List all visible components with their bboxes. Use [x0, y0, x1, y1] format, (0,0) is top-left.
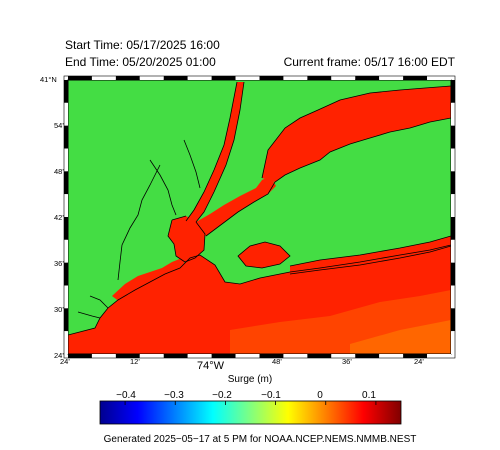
lon-label: 36' — [342, 357, 352, 366]
colorbar-tick-label: −0.1 — [261, 390, 281, 401]
border-segment — [451, 80, 455, 103]
border-segment — [187, 76, 212, 80]
border-segment — [64, 80, 68, 103]
border-segment — [139, 76, 164, 80]
border-segment — [139, 354, 164, 358]
colorbar-title: Surge (m) — [227, 374, 273, 385]
border-segment — [451, 308, 455, 332]
lon-label: 24' — [414, 357, 424, 366]
end-time: End Time: 05/20/2025 01:00 — [65, 55, 216, 69]
border-segment — [68, 76, 92, 80]
upper-bay — [168, 216, 205, 262]
current-frame: Current frame: 05/17 16:00 EDT — [283, 55, 455, 69]
hudson-river — [186, 82, 244, 226]
colorbar-tick-label: −0.4 — [116, 390, 136, 401]
colorbar-tick-label: 0.1 — [362, 390, 376, 401]
jamaica-bay — [238, 242, 290, 268]
border-segment — [211, 76, 236, 80]
border-segment — [235, 76, 260, 80]
border-segment — [427, 76, 451, 80]
border-segment — [64, 217, 68, 240]
lat-label: 30' — [54, 305, 64, 314]
border-segment — [451, 194, 455, 217]
border-segment — [163, 354, 188, 358]
border-segment — [331, 354, 356, 358]
border-segment — [427, 354, 451, 358]
border-segment — [451, 171, 455, 195]
lon-label: 74°W — [197, 360, 225, 372]
border-segment — [68, 354, 92, 358]
border-segment — [307, 76, 332, 80]
border-segment — [283, 354, 308, 358]
border-segment — [211, 354, 236, 358]
map-border-ticks — [63, 75, 456, 359]
outer-frame — [63, 75, 456, 359]
border-segment — [64, 194, 68, 217]
raritan-channel — [112, 258, 186, 302]
border-segment — [64, 308, 68, 332]
border-segment — [451, 125, 455, 149]
border-segment — [403, 76, 428, 80]
border-segment — [64, 102, 68, 126]
colorbar-tick-label: −0.2 — [212, 390, 232, 401]
border-segment — [451, 262, 455, 286]
border-segment — [64, 239, 68, 263]
east-river — [196, 176, 276, 236]
border-segment — [163, 76, 188, 80]
border-segment — [259, 76, 284, 80]
border-segment — [379, 76, 404, 80]
lat-label: 42' — [54, 213, 64, 222]
border-segment — [451, 331, 455, 354]
border-segment — [64, 262, 68, 286]
border-segment — [64, 285, 68, 309]
coastlines — [68, 81, 451, 336]
border-segment — [451, 148, 455, 172]
border-segment — [307, 354, 332, 358]
border-segment — [283, 76, 308, 80]
border-segment — [403, 354, 428, 358]
south-shore-bays — [290, 236, 451, 274]
lon-label: 24' — [60, 357, 70, 366]
border-segment — [187, 354, 212, 358]
border-segment — [355, 76, 380, 80]
lat-label: 54' — [54, 121, 64, 130]
border-segment — [379, 354, 404, 358]
border-segment — [451, 217, 455, 240]
border-segment — [355, 354, 380, 358]
border-segment — [64, 125, 68, 149]
map-area — [68, 80, 451, 354]
border-segment — [235, 354, 260, 358]
border-segment — [91, 354, 116, 358]
border-segment — [64, 331, 68, 354]
lon-label: 48' — [272, 357, 282, 366]
border-segment — [451, 285, 455, 309]
colorbar-tick-label: 0 — [317, 390, 323, 401]
border-segment — [64, 148, 68, 172]
colorbar-tick-label: −0.3 — [164, 390, 184, 401]
longitude-labels: 24' 12' 74°W 48' 36' 24' — [60, 357, 424, 372]
long-island-sound — [262, 86, 451, 182]
lat-label: 48' — [54, 167, 64, 176]
border-segment — [115, 76, 140, 80]
latitude-labels: 41°N 54' 48' 42' 36' 30' 24' — [40, 75, 64, 360]
colorbar — [99, 400, 402, 425]
lon-label: 12' — [130, 357, 140, 366]
offshore-gradient-far — [350, 320, 451, 354]
border-segment — [331, 76, 356, 80]
border-segment — [259, 354, 284, 358]
lat-label: 24' — [54, 351, 64, 360]
colorbar-ticks — [124, 401, 377, 405]
start-time: Start Time: 05/17/2025 16:00 — [65, 38, 220, 52]
border-segment — [115, 354, 140, 358]
lat-label: 36' — [54, 259, 64, 268]
border-segment — [91, 76, 116, 80]
footer-generated: Generated 2025−05−17 at 5 PM for NOAA.NC… — [103, 434, 417, 445]
lat-label: 41°N — [40, 75, 57, 84]
border-segment — [451, 239, 455, 263]
border-segment — [451, 102, 455, 126]
border-segment — [64, 171, 68, 195]
